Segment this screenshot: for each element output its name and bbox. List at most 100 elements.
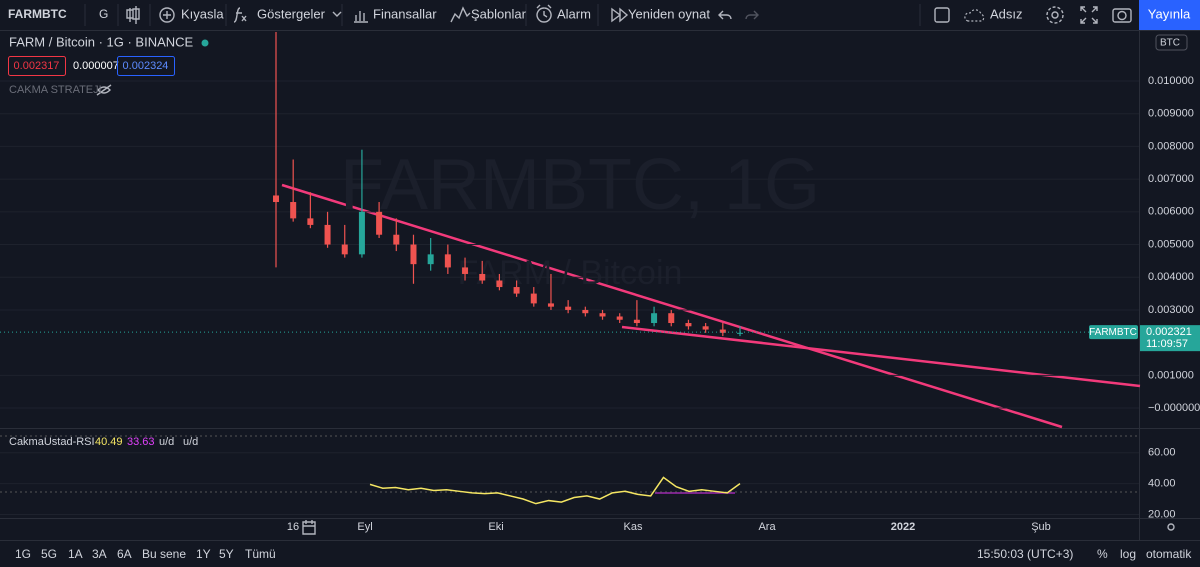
settings-icon[interactable]: [1167, 523, 1175, 531]
time-label: Eyl: [357, 521, 372, 533]
toolbar-button[interactable]: Şablonlar: [471, 6, 527, 21]
range-button[interactable]: 3A: [92, 547, 107, 561]
range-button[interactable]: 1Y: [196, 547, 211, 561]
candle-body: [290, 202, 297, 219]
candle-body: [547, 303, 554, 307]
rsi-label: u/d: [183, 436, 198, 448]
y-tick-label: 0.004000: [1148, 271, 1194, 283]
rsi-value: 40.49: [95, 436, 123, 448]
candle-body: [376, 211, 383, 235]
toolbar-button[interactable]: Kıyasla: [181, 6, 224, 21]
candle-body: [685, 323, 692, 327]
y-tick-label: 40.00: [1148, 478, 1176, 490]
log-toggle[interactable]: log: [1120, 547, 1136, 561]
toolbar-button[interactable]: Finansallar: [373, 6, 437, 21]
toolbar-button[interactable]: Yeniden oynat: [628, 6, 710, 21]
legend-title: FARM / Bitcoin · 1G · BINANCE: [9, 34, 194, 49]
strategy-name: CAKMA STRATEJI: [9, 84, 102, 96]
time-label: Kas: [624, 521, 643, 533]
y-tick-label: 0.003000: [1148, 304, 1194, 316]
candle-body: [410, 244, 417, 265]
currency[interactable]: BTC: [1160, 38, 1180, 49]
candle-body: [358, 211, 365, 255]
legend-value: 0.000007: [73, 60, 119, 72]
symbol-tag: [1089, 325, 1138, 340]
rsi-name: CakmaUstad-RSI: [9, 436, 95, 448]
candle-body: [651, 313, 658, 324]
percent-toggle[interactable]: %: [1097, 547, 1108, 561]
range-button[interactable]: 1G: [15, 547, 31, 561]
time-label: Eki: [488, 521, 503, 533]
rsi-line: [369, 476, 741, 505]
last-price-box: [1140, 325, 1200, 352]
range-button[interactable]: 5G: [41, 547, 57, 561]
candle-body: [462, 267, 469, 274]
candle-body: [599, 313, 606, 317]
symbol[interactable]: FARMBTC: [8, 7, 67, 21]
candle-body: [668, 313, 675, 324]
candle-body: [565, 306, 572, 310]
candle-body: [633, 319, 640, 324]
legend-value-box: [8, 56, 66, 76]
candle-body: [479, 273, 486, 281]
interval[interactable]: G: [99, 7, 108, 21]
candle-body: [582, 309, 589, 314]
auto-toggle[interactable]: otomatik: [1146, 547, 1192, 561]
toolbar-button[interactable]: Alarm: [557, 6, 591, 21]
candle-body: [341, 244, 348, 255]
time-label: Şub: [1031, 521, 1051, 533]
legend-value: 0.002317: [14, 60, 60, 72]
y-tick-label: 0.001000: [1148, 369, 1194, 381]
clock: 15:50:03 (UTC+3): [977, 547, 1073, 561]
candle-body: [719, 329, 726, 333]
visibility-icon[interactable]: [96, 84, 112, 96]
y-tick-label: 20.00: [1148, 508, 1176, 520]
y-tick-label: 0.009000: [1148, 108, 1194, 120]
candle-body: [513, 287, 520, 294]
candle-body: [393, 234, 400, 245]
rsi-label: u/d: [159, 436, 174, 448]
publish-label[interactable]: Yayınla: [1148, 6, 1191, 21]
candle-body: [427, 254, 434, 265]
y-tick-label: 0.005000: [1148, 238, 1194, 250]
range-button[interactable]: 1A: [68, 547, 83, 561]
toolbar-button[interactable]: Göstergeler: [257, 6, 326, 21]
legend-value: 0.002324: [123, 60, 169, 72]
candle-body: [530, 293, 537, 304]
y-tick-label: 0.007000: [1148, 173, 1194, 185]
status-dot: [201, 39, 209, 47]
candle-body: [273, 195, 279, 203]
legend-value-box: [117, 56, 175, 76]
toolbar-icons: [84, 4, 1132, 26]
candle-body: [444, 254, 451, 268]
candle-body: [307, 218, 314, 225]
trend-line: [281, 183, 1063, 429]
candle-body: [616, 316, 623, 320]
date-range-icon[interactable]: [302, 520, 316, 535]
time-label: 2022: [891, 521, 915, 533]
symbol-tag-label: FARMBTC: [1089, 327, 1137, 338]
y-tick-label: 0.010000: [1148, 75, 1194, 87]
countdown: 11:09:57: [1146, 338, 1188, 350]
watermark-sub: FARM / Bitcoin: [458, 254, 683, 292]
publish-button[interactable]: [1139, 0, 1200, 30]
candle-body: [737, 332, 743, 334]
currency-badge: [1155, 34, 1188, 51]
layout-name[interactable]: Adsız: [990, 6, 1023, 21]
candle-body: [496, 280, 503, 288]
range-button[interactable]: 5Y: [219, 547, 234, 561]
y-tick-label: 0.006000: [1148, 206, 1194, 218]
watermark: FARMBTC, 1G: [340, 145, 820, 225]
candle-body: [324, 224, 331, 245]
candle-body: [702, 326, 709, 330]
range-button[interactable]: Bu sene: [142, 547, 186, 561]
rsi-value: 33.63: [127, 436, 155, 448]
range-button[interactable]: Tümü: [245, 547, 276, 561]
time-label: Ara: [758, 521, 776, 533]
range-button[interactable]: 6A: [117, 547, 132, 561]
y-tick-label: 60.00: [1148, 447, 1176, 459]
trend-line: [621, 325, 1141, 388]
last-price: 0.002321: [1146, 326, 1192, 338]
y-tick-label: −0.000000: [1148, 402, 1200, 414]
